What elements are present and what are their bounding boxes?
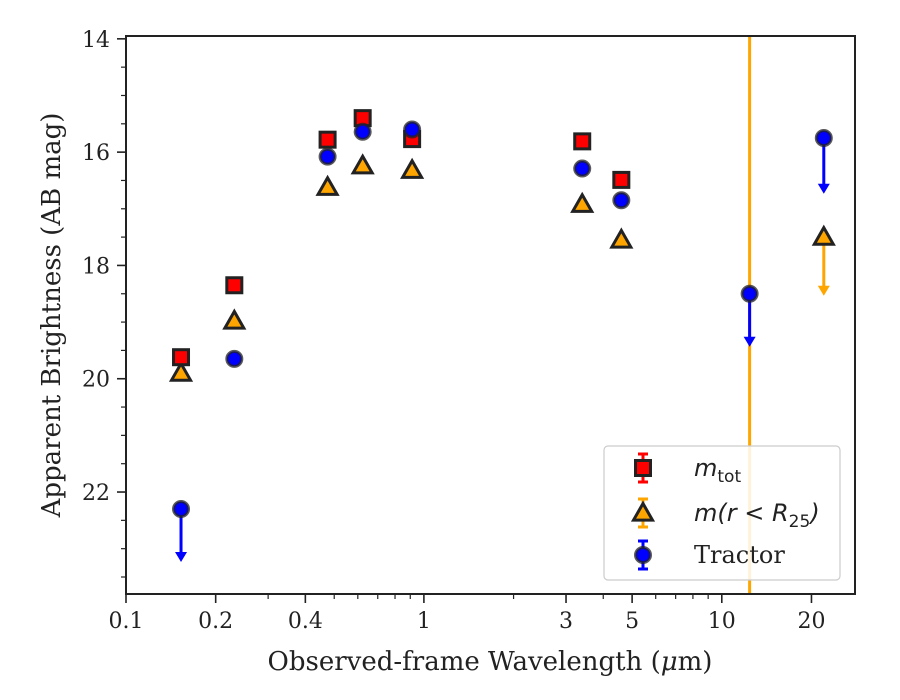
x-axis-label: Observed-frame Wavelength (μm) bbox=[268, 647, 713, 677]
legend-marker-tractor bbox=[634, 546, 652, 564]
plot-marks bbox=[168, 36, 836, 594]
x-tick-label: 0.1 bbox=[109, 609, 144, 634]
axis-ticks: 0.1 0.2 0.4 1 3 5 10 20 14 16 18 20 22 bbox=[82, 28, 825, 634]
upper-limit-arrow-head bbox=[743, 336, 756, 347]
y-tick-label: 18 bbox=[82, 254, 110, 279]
legend-label-m_tot: mtot bbox=[694, 454, 741, 487]
plot-frame bbox=[125, 35, 856, 595]
legend-label-m_r25: m(r < R25) bbox=[694, 499, 820, 532]
y-tick-label: 22 bbox=[82, 481, 110, 506]
upper-limit-arrow-head bbox=[175, 552, 188, 563]
x-tick-label: 20 bbox=[797, 609, 825, 634]
legend-marker-m_tot bbox=[634, 459, 652, 477]
x-tick-label: 3 bbox=[559, 609, 573, 634]
y-axis-label: Apparent Brightness (AB mag) bbox=[37, 113, 67, 519]
upper-limit-arrow-head bbox=[817, 285, 830, 296]
legend: mtot m(r < R25) Tractor bbox=[603, 445, 841, 581]
y-tick-label: 20 bbox=[82, 368, 110, 393]
x-tick-label: 5 bbox=[625, 609, 639, 634]
legend-box bbox=[603, 445, 841, 581]
x-tick-label: 0.4 bbox=[288, 609, 323, 634]
legend-label-tractor: Tractor bbox=[694, 541, 785, 569]
x-tick-label: 10 bbox=[708, 609, 736, 634]
y-tick-label: 16 bbox=[82, 141, 110, 166]
x-tick-label: 0.2 bbox=[198, 609, 233, 634]
legend-marker-m_r25 bbox=[630, 500, 656, 522]
upper-limit-arrow-head bbox=[817, 183, 830, 194]
y-tick-label: 14 bbox=[82, 28, 110, 53]
x-tick-label: 1 bbox=[417, 609, 431, 634]
